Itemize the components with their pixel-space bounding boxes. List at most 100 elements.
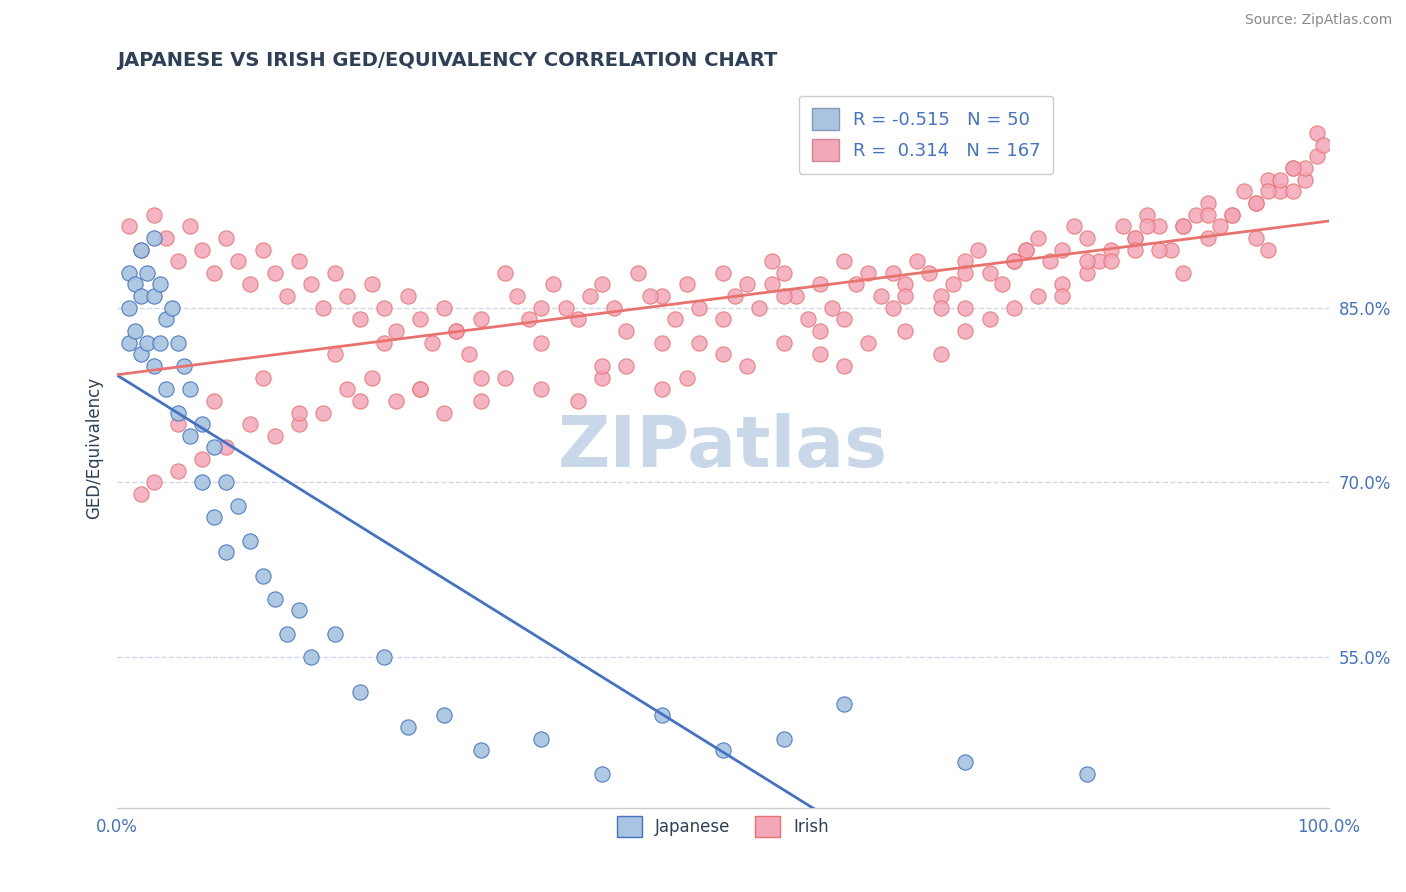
Point	[470, 370, 492, 384]
Point	[1294, 161, 1316, 175]
Point	[124, 324, 146, 338]
Point	[160, 301, 183, 315]
Point	[517, 312, 540, 326]
Point	[263, 266, 285, 280]
Point	[396, 720, 419, 734]
Point	[955, 324, 977, 338]
Point	[373, 650, 395, 665]
Point	[808, 277, 831, 292]
Point	[1015, 243, 1038, 257]
Point	[1281, 161, 1303, 175]
Point	[446, 324, 468, 338]
Point	[711, 266, 734, 280]
Point	[1197, 208, 1219, 222]
Point	[252, 568, 274, 582]
Point	[349, 685, 371, 699]
Y-axis label: GED/Equivalency: GED/Equivalency	[86, 376, 103, 518]
Point	[155, 382, 177, 396]
Point	[821, 301, 844, 315]
Point	[420, 335, 443, 350]
Point	[955, 301, 977, 315]
Point	[191, 475, 214, 490]
Text: JAPANESE VS IRISH GED/EQUIVALENCY CORRELATION CHART: JAPANESE VS IRISH GED/EQUIVALENCY CORREL…	[117, 51, 778, 70]
Point	[869, 289, 891, 303]
Point	[1039, 254, 1062, 268]
Point	[239, 533, 262, 548]
Point	[1015, 243, 1038, 257]
Point	[215, 475, 238, 490]
Point	[1123, 231, 1146, 245]
Point	[409, 312, 432, 326]
Point	[215, 441, 238, 455]
Point	[470, 743, 492, 757]
Point	[1076, 254, 1098, 268]
Point	[688, 335, 710, 350]
Point	[228, 499, 250, 513]
Point	[882, 266, 904, 280]
Point	[735, 277, 758, 292]
Point	[894, 277, 917, 292]
Point	[1244, 231, 1267, 245]
Point	[591, 766, 613, 780]
Point	[772, 289, 794, 303]
Point	[202, 510, 225, 524]
Point	[149, 277, 172, 292]
Point	[1149, 243, 1171, 257]
Point	[409, 382, 432, 396]
Point	[433, 708, 456, 723]
Point	[808, 324, 831, 338]
Text: ZIPatlas: ZIPatlas	[558, 413, 889, 482]
Point	[591, 359, 613, 373]
Point	[724, 289, 747, 303]
Point	[142, 289, 165, 303]
Point	[603, 301, 626, 315]
Point	[323, 347, 346, 361]
Point	[202, 441, 225, 455]
Point	[1209, 219, 1232, 234]
Point	[640, 289, 662, 303]
Point	[929, 289, 952, 303]
Point	[591, 277, 613, 292]
Point	[1099, 254, 1122, 268]
Point	[142, 475, 165, 490]
Point	[118, 266, 141, 280]
Point	[942, 277, 965, 292]
Point	[1149, 219, 1171, 234]
Point	[711, 312, 734, 326]
Point	[215, 231, 238, 245]
Point	[567, 312, 589, 326]
Point	[1257, 184, 1279, 198]
Point	[1281, 161, 1303, 175]
Point	[142, 359, 165, 373]
Point	[202, 266, 225, 280]
Point	[845, 277, 868, 292]
Point	[918, 266, 941, 280]
Point	[1076, 266, 1098, 280]
Point	[191, 452, 214, 467]
Point	[1233, 184, 1256, 198]
Point	[1173, 219, 1195, 234]
Point	[1173, 219, 1195, 234]
Point	[470, 312, 492, 326]
Point	[142, 208, 165, 222]
Point	[1087, 254, 1109, 268]
Point	[166, 335, 188, 350]
Point	[761, 254, 783, 268]
Point	[470, 393, 492, 408]
Point	[276, 289, 298, 303]
Point	[1281, 184, 1303, 198]
Point	[239, 417, 262, 432]
Point	[131, 289, 153, 303]
Point	[955, 254, 977, 268]
Point	[1257, 243, 1279, 257]
Point	[955, 266, 977, 280]
Point	[1136, 208, 1159, 222]
Point	[711, 743, 734, 757]
Point	[1244, 196, 1267, 211]
Point	[288, 417, 311, 432]
Point	[1099, 243, 1122, 257]
Point	[1220, 208, 1243, 222]
Point	[651, 382, 673, 396]
Point	[1026, 231, 1049, 245]
Point	[136, 266, 159, 280]
